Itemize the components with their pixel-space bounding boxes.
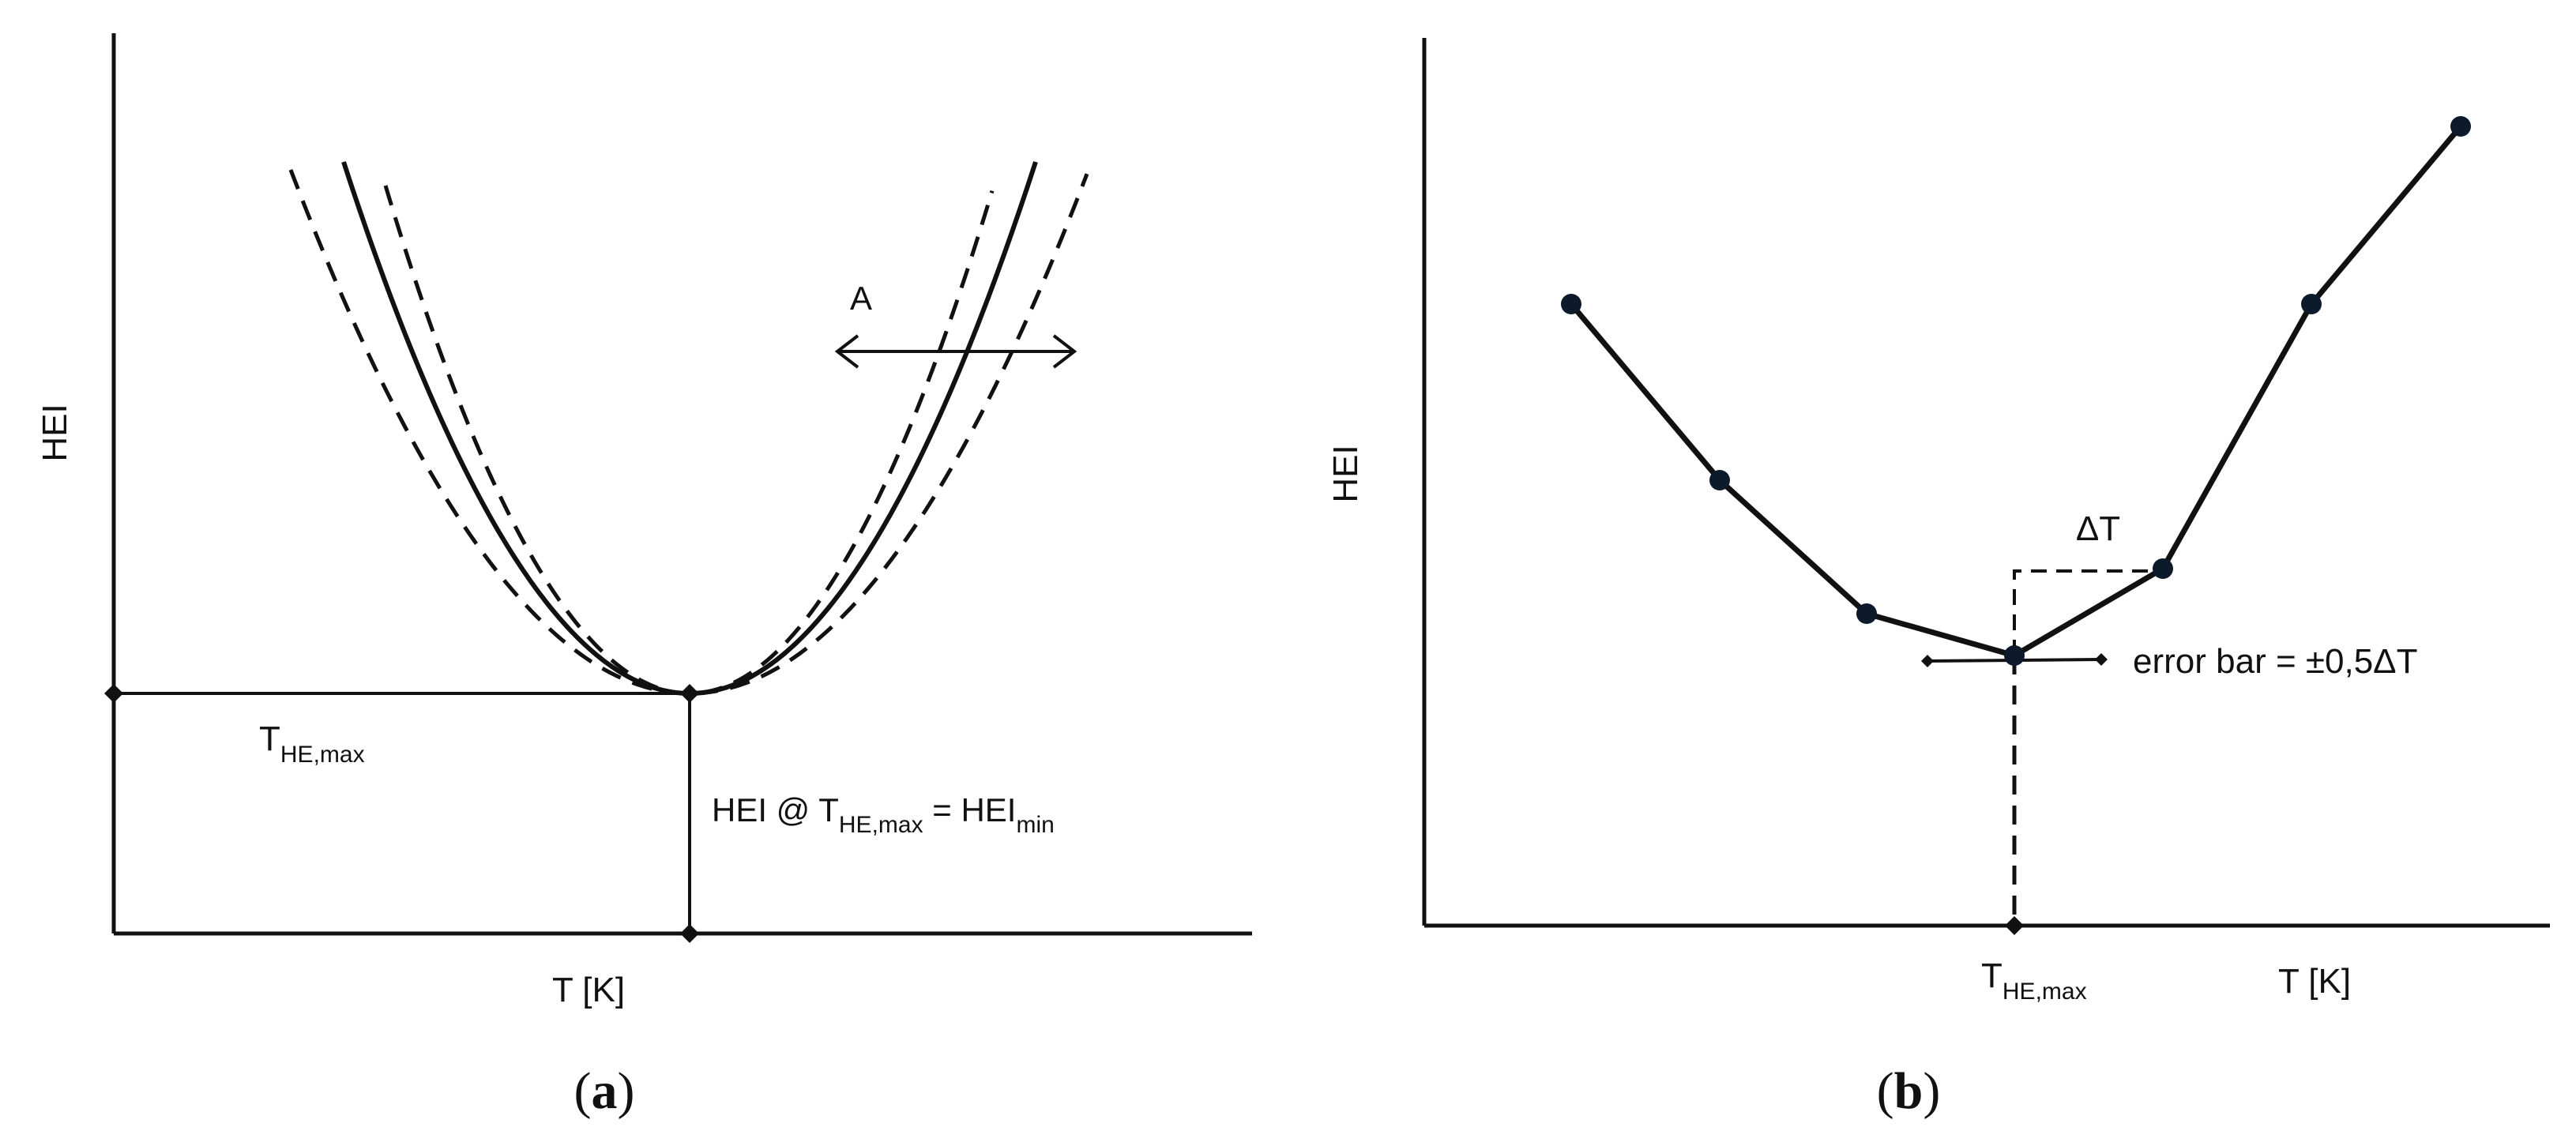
panel-a-solid-curve [341,161,1038,696]
panel-a-caption: (a) [574,1062,635,1120]
panel-b-delta-t-label: ΔT [2076,509,2120,548]
panel-a-marker-y-axis [104,684,123,703]
panel-b-marker-x-axis [2005,916,2024,935]
panel-b-caption: (b) [1877,1062,1941,1120]
panel-a-width-arrow [834,334,1077,369]
panel-b-data-point [1561,294,1581,314]
panel-a-y-axis-label: HEI [36,404,74,461]
panel-b-error-bar-label: error bar = ±0,5ΔT [2133,642,2417,681]
panel-b-data-point-minimum [2004,645,2025,666]
panel-b: HEI T [K] THE,max ΔT error bar = ±0,5ΔT … [1326,38,2550,1120]
panel-b-delta-t-bracket [2013,569,2163,656]
panel-b-y-axis-label: HEI [1326,445,1365,502]
panel-a-x-axis-label: T [K] [552,971,625,1009]
panel-a-arrow-label: A [850,280,872,317]
panel-a: A HEI T [K] THE,max HEI @ THE,max = HEIm… [36,33,1252,1120]
panel-a-dashed-curve-narrow [383,185,995,696]
panel-b-data-point [2301,294,2322,314]
panel-b-t-he-max-label: THE,max [1981,956,2087,1005]
panel-a-marker-minimum [680,684,699,703]
panel-a-dashed-curve-wide [288,169,1089,696]
panel-b-data-point [2153,558,2173,579]
panel-b-data-point [1856,603,1877,624]
panel-b-data-point [2450,116,2471,137]
panel-a-t-he-max-label: THE,max [259,719,365,768]
panel-b-data-point [1709,470,1730,490]
panel-b-x-axis-label: T [K] [2278,962,2351,1001]
panel-a-hei-min-label: HEI @ THE,max = HEImin [712,791,1055,838]
panel-a-marker-x-axis [680,924,699,943]
